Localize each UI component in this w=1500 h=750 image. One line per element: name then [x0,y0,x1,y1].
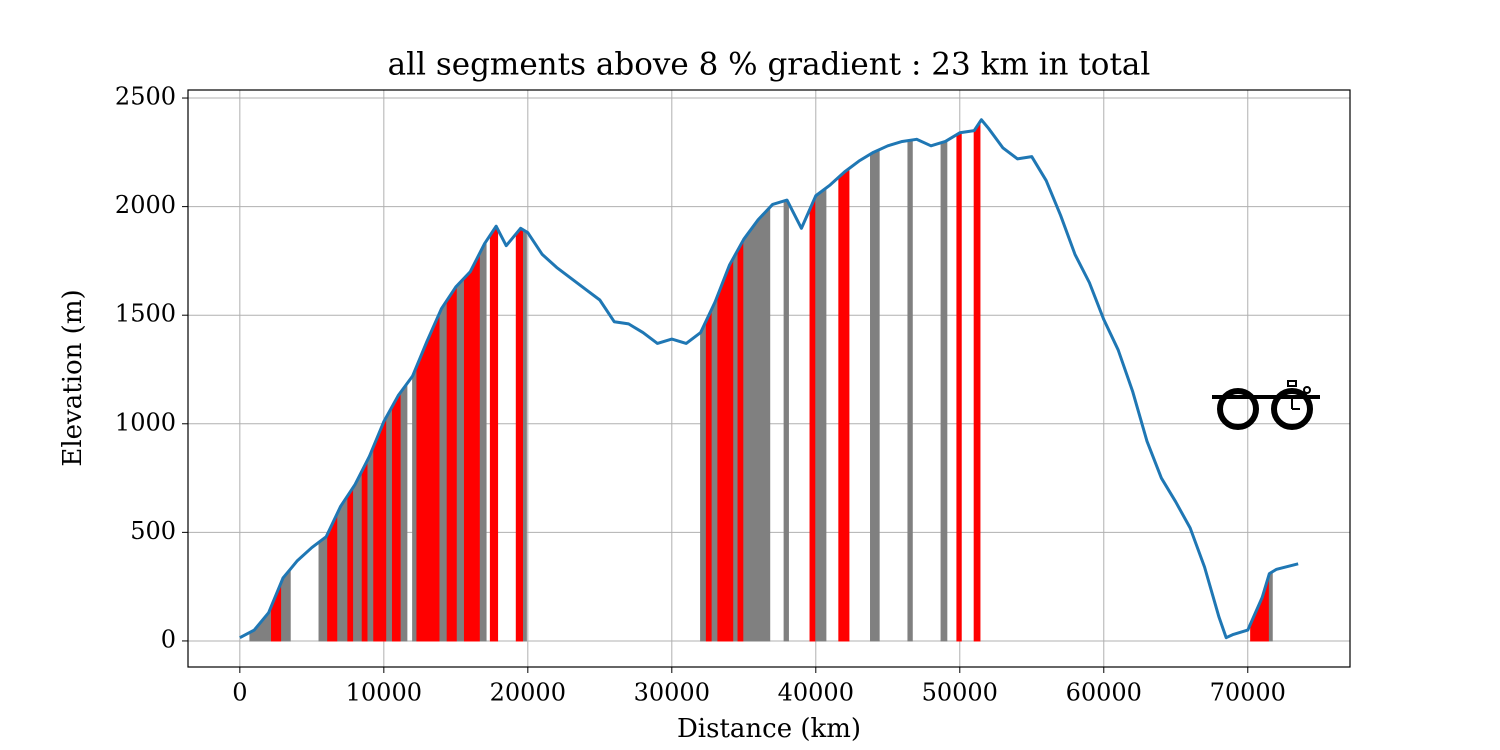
segment-fill [956,131,962,642]
icon [1212,380,1320,430]
y-tick-label: 0 [161,625,176,653]
x-tick-label: 50000 [922,679,998,707]
plot-area [188,90,1350,667]
x-tick-label: 70000 [1210,679,1286,707]
y-axis-label: Elevation (m) [58,289,88,466]
segment-fill [809,195,817,642]
segment-fill [400,382,408,642]
segment-fill [416,311,441,642]
segment-fill [733,249,739,642]
segment-fill [522,229,527,642]
y-tick-label: 2500 [115,83,176,111]
segment-fill [489,225,499,642]
segment-fill [783,199,789,642]
segment-fill [705,308,713,642]
segment-fill [717,257,735,642]
segment-fill [463,251,481,642]
segment-fill [1268,570,1273,642]
segment-fill [838,167,850,642]
segment-fill [347,485,355,642]
segment-fill [743,206,771,642]
segment-fill [391,390,402,642]
segment-fill [737,238,745,642]
segment-fill [446,284,458,642]
segment-fill [815,187,827,642]
x-tick-label: 0 [232,679,247,707]
elevation-line [239,118,1299,640]
segment-fill [337,493,349,642]
segment-fill [439,298,448,642]
segment-fill [973,120,981,642]
chart-title: all segments above 8 % gradient : 23 km … [388,47,1151,83]
x-tick-label: 30000 [634,679,710,707]
segment-fill [711,294,719,642]
segment-fill [373,416,388,642]
segment-fill [318,533,329,642]
segment-fill [456,276,465,642]
segment-fill [353,470,363,642]
x-tick-label: 60000 [1066,679,1142,707]
segment-fill [907,139,913,642]
x-axis-label: Distance (km) [677,714,861,744]
axes-frame [187,89,1351,668]
x-tick-label: 40000 [778,679,854,707]
segment-fill [515,227,524,642]
segment-fill [386,405,393,642]
x-tick-label: 20000 [490,679,566,707]
segment-fill [700,320,707,642]
segment-fill [412,365,418,642]
y-tick-label: 500 [130,517,176,545]
segment-fill [870,148,880,642]
segment-fill [479,239,487,642]
y-tick-label: 2000 [115,191,176,219]
y-tick-label: 1000 [115,408,176,436]
y-tick-label: 1500 [115,300,176,328]
segment-fill [361,458,369,642]
segment-fill [367,445,375,642]
segment-fill [940,139,948,642]
x-tick-label: 10000 [346,679,422,707]
